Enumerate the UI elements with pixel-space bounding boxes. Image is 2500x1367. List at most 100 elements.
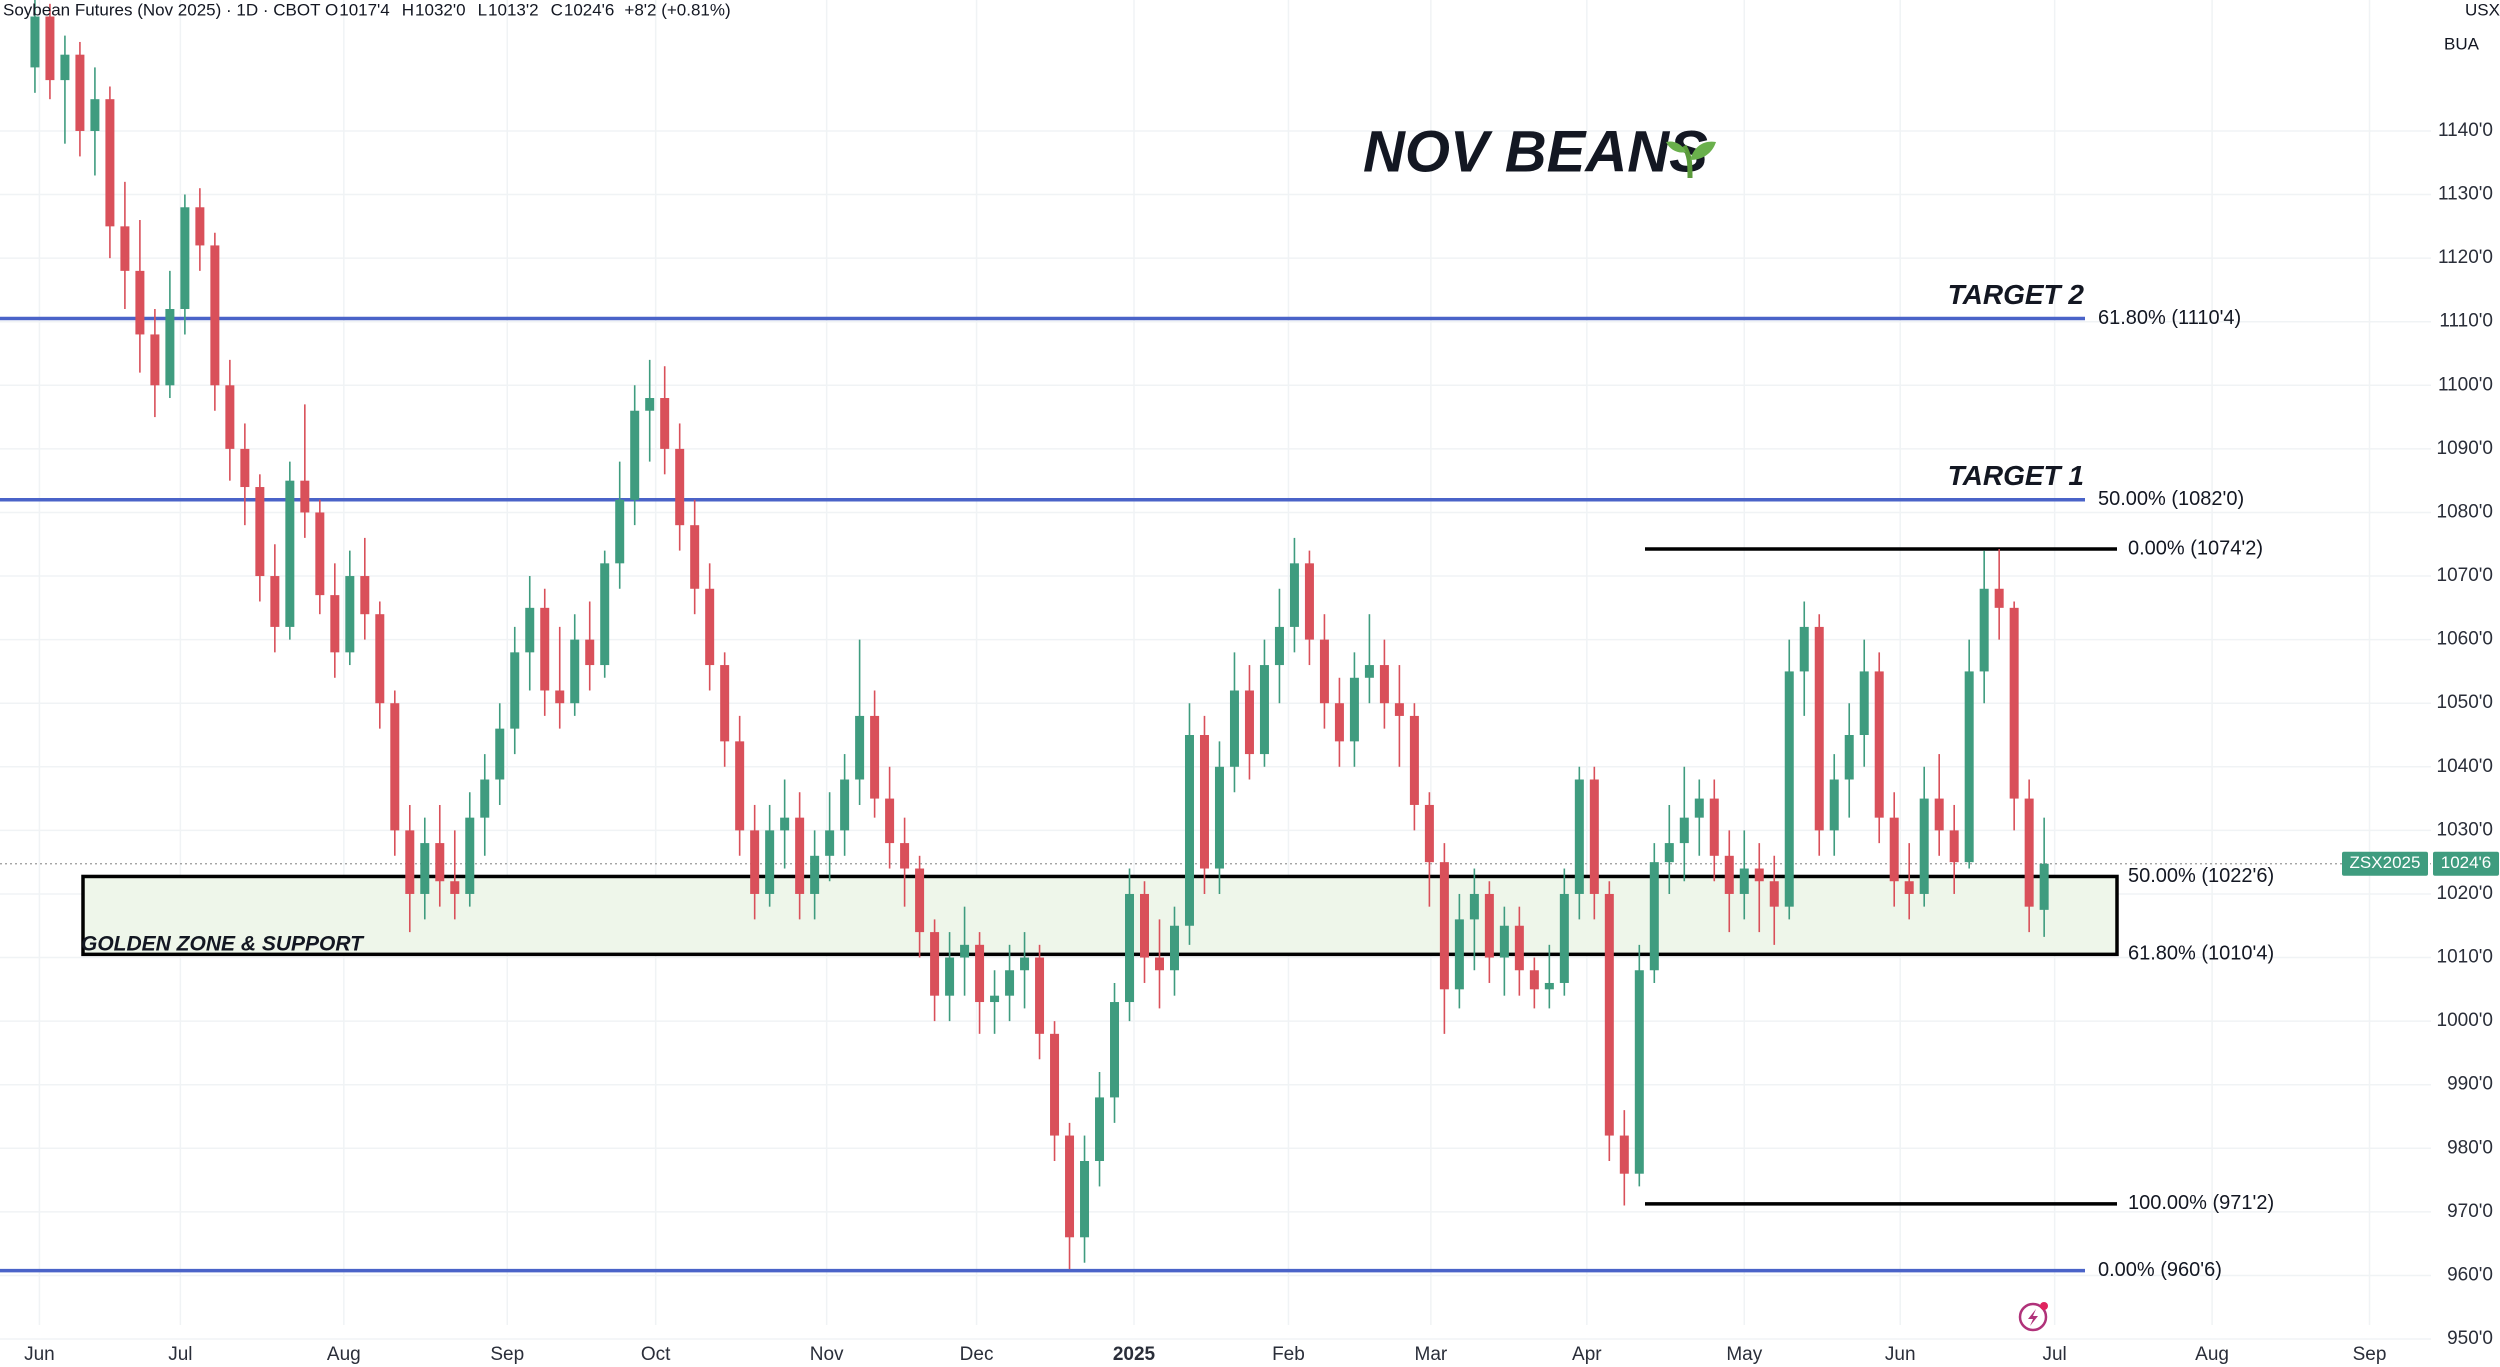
x-tick-label: Jul xyxy=(168,1344,192,1365)
x-tick-label: Sep xyxy=(2353,1344,2387,1365)
candle-body xyxy=(1005,970,1015,996)
y-tick-label: 1050'0 xyxy=(2437,692,2493,713)
candle-body xyxy=(975,944,985,1003)
fib-label: 50.00% (1082'0) xyxy=(2098,488,2244,510)
candle-body xyxy=(570,639,580,704)
candle-body xyxy=(825,830,835,856)
candle-body xyxy=(1664,843,1674,863)
candle-body xyxy=(135,270,145,335)
candle-body xyxy=(1574,779,1584,894)
candle-body xyxy=(600,563,610,666)
y-tick-label: 1020'0 xyxy=(2437,883,2493,904)
y-tick-label: 1130'0 xyxy=(2438,184,2493,205)
candle-body xyxy=(210,245,220,386)
candle-body xyxy=(930,932,940,996)
candle-body xyxy=(375,614,385,704)
candle-body xyxy=(90,99,100,131)
y-tick-label: 1100'0 xyxy=(2438,374,2493,395)
y-tick-label: 1030'0 xyxy=(2437,819,2493,840)
candle-body xyxy=(1739,868,1749,894)
candle-body xyxy=(1454,919,1464,990)
candle-body xyxy=(1154,957,1164,971)
candle-body xyxy=(285,480,295,627)
fib-label: 0.00% (960'6) xyxy=(2098,1259,2222,1281)
ohlc-value: 1024'6 xyxy=(564,0,615,19)
candle-body xyxy=(1065,1135,1075,1238)
candle-body xyxy=(735,741,745,831)
candle-body xyxy=(2039,863,2049,910)
candle-body xyxy=(420,843,430,894)
candle-body xyxy=(990,995,1000,1003)
candle-body xyxy=(180,207,190,310)
x-tick-label: Sep xyxy=(490,1344,524,1365)
candle-body xyxy=(1709,798,1719,856)
candle-body xyxy=(855,715,865,780)
ohlc-key: C xyxy=(551,0,563,19)
symbol-tag-text: ZSX2025 xyxy=(2350,853,2421,872)
candle-body xyxy=(525,607,535,653)
candle-body xyxy=(1829,779,1839,831)
candle-body xyxy=(1140,893,1150,958)
candle-body xyxy=(1814,626,1824,831)
candle-body xyxy=(300,480,310,513)
candle-body xyxy=(1229,690,1239,767)
candle-body xyxy=(795,817,805,894)
candle-body xyxy=(165,309,175,386)
y-tick-label: 1070'0 xyxy=(2437,565,2493,586)
unit: BUA xyxy=(2444,34,2480,53)
y-tick-label: 1140'0 xyxy=(2438,120,2493,141)
candle-body xyxy=(1469,893,1479,920)
x-tick-label: 2025 xyxy=(1113,1344,1156,1365)
y-tick-label: 990'0 xyxy=(2447,1074,2493,1095)
candle-body xyxy=(1424,804,1434,863)
y-tick-label: 970'0 xyxy=(2447,1201,2493,1222)
candle-body xyxy=(810,855,820,894)
ohlc-key: L xyxy=(478,0,487,19)
candle-body xyxy=(225,385,235,449)
support-zone xyxy=(81,874,2119,957)
candle-body xyxy=(105,99,115,227)
candle-body xyxy=(885,798,895,844)
candle-body xyxy=(1259,665,1269,755)
candle-body xyxy=(675,448,685,526)
candle-body xyxy=(330,595,340,653)
x-tick-label: Jun xyxy=(24,1344,55,1365)
candle-body xyxy=(1274,626,1284,666)
x-tick-label: Aug xyxy=(327,1344,361,1365)
candle-body xyxy=(30,16,40,68)
candle-body xyxy=(1859,671,1869,736)
lightning-icon[interactable] xyxy=(2018,1302,2048,1332)
symbol-tag xyxy=(2342,851,2428,876)
symbol: Soybean Futures (Nov 2025) · 1D · CBOT xyxy=(3,0,320,19)
candle-body xyxy=(750,830,760,894)
candle-body xyxy=(1514,925,1524,971)
candle-body xyxy=(1919,798,1929,894)
x-tick-label: Mar xyxy=(1415,1344,1448,1365)
candle-body xyxy=(1649,862,1659,971)
price-tag xyxy=(2433,851,2499,876)
candle-body xyxy=(75,54,85,131)
candle-body xyxy=(1110,1002,1120,1098)
y-tick-label: 1010'0 xyxy=(2437,947,2493,968)
header: Soybean Futures (Nov 2025) · 1D · CBOT U… xyxy=(3,0,2500,53)
candle-body xyxy=(1604,893,1614,1136)
sprout-icon xyxy=(1666,141,1716,179)
y-tick-label: 1090'0 xyxy=(2437,438,2493,459)
ohlc-value: 1032'0 xyxy=(415,0,466,19)
candle-body xyxy=(315,512,325,596)
zone-bottom-label: 61.80% (1010'4) xyxy=(2128,943,2274,965)
candle-body xyxy=(1484,893,1494,958)
candle-body xyxy=(1769,881,1779,907)
candle-body xyxy=(1199,735,1209,869)
candle-body xyxy=(1754,868,1764,882)
candle-body xyxy=(1619,1135,1629,1174)
candle-body xyxy=(1394,703,1404,716)
candle-body xyxy=(1499,925,1509,958)
candle-body xyxy=(585,639,595,666)
candle-body xyxy=(1349,677,1359,742)
change: +8'2 (+0.81%) xyxy=(624,0,730,19)
candle-body xyxy=(270,576,280,627)
x-tick-label: Aug xyxy=(2195,1344,2229,1365)
candle-body xyxy=(1035,957,1045,1034)
